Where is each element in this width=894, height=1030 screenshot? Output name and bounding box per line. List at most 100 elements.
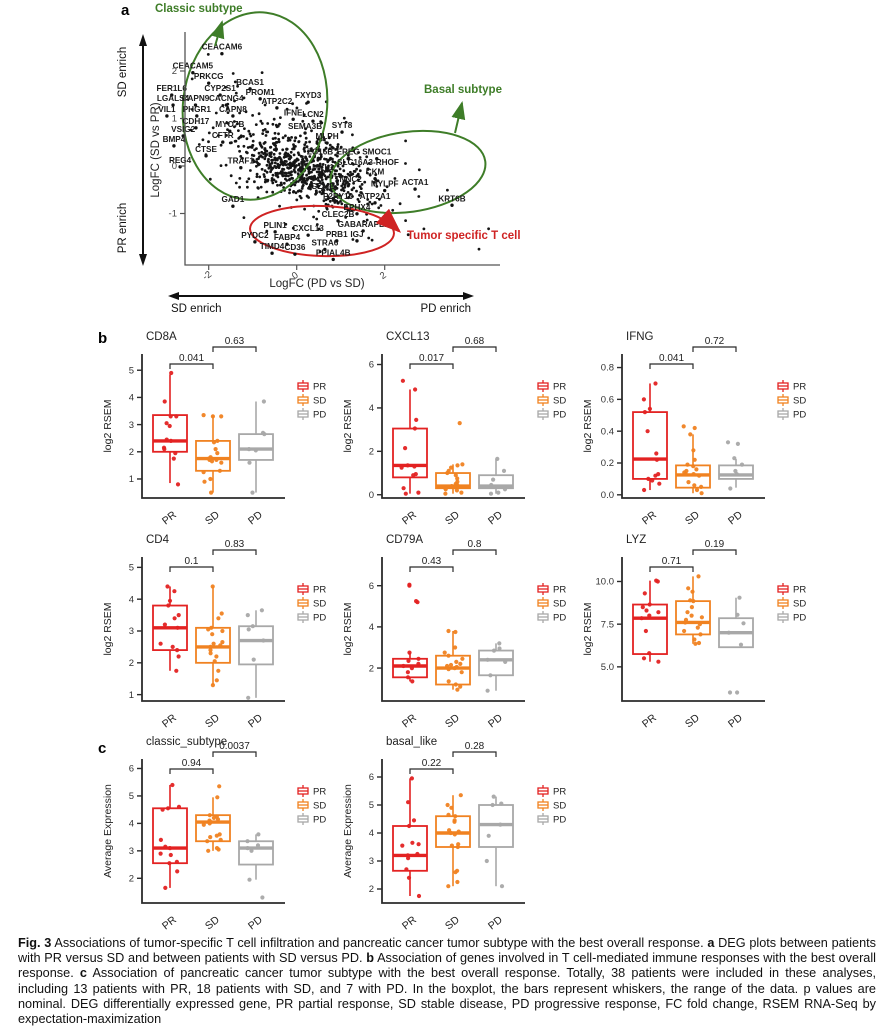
- svg-text:log2 RSEM: log2 RSEM: [582, 602, 594, 655]
- svg-text:FABP4: FABP4: [274, 233, 301, 242]
- svg-text:0.63: 0.63: [225, 336, 245, 347]
- svg-text:CAPN8: CAPN8: [219, 105, 247, 114]
- svg-text:2: 2: [129, 447, 134, 458]
- svg-text:0.2: 0.2: [601, 458, 614, 469]
- svg-text:PD: PD: [313, 613, 326, 624]
- svg-text:Tumor specific T cell: Tumor specific T cell: [407, 230, 521, 242]
- svg-text:BCAS1: BCAS1: [236, 78, 264, 87]
- boxplot-LYZ: LYZ 5.0 7.5 10.0 log2 RSEM PR SD PD 0.71 0.19 PR SD…: [582, 534, 806, 731]
- svg-text:SD enrich: SD enrich: [117, 47, 129, 98]
- svg-text:0.68: 0.68: [465, 336, 485, 347]
- svg-text:SD: SD: [313, 396, 326, 407]
- svg-text:SD: SD: [553, 599, 566, 610]
- svg-text:SD: SD: [553, 801, 566, 812]
- svg-text:PD: PD: [793, 410, 806, 421]
- panel-c-label: c: [98, 740, 107, 757]
- svg-text:TRAF1: TRAF1: [228, 157, 255, 166]
- svg-text:LYZ: LYZ: [626, 534, 646, 546]
- svg-text:ACTA1: ACTA1: [402, 178, 429, 187]
- svg-text:0.71: 0.71: [662, 556, 682, 567]
- svg-text:KRT6B: KRT6B: [438, 194, 465, 203]
- caption-text: Association of pancreatic cancer tumor s…: [18, 966, 877, 1027]
- svg-text:4: 4: [129, 393, 134, 404]
- svg-text:PR: PR: [793, 382, 806, 393]
- svg-text:7.5: 7.5: [601, 619, 614, 630]
- svg-text:TIMD4: TIMD4: [260, 242, 285, 251]
- svg-text:CFTR: CFTR: [212, 131, 234, 140]
- svg-text:0.83: 0.83: [225, 539, 245, 550]
- svg-text:PLIN1: PLIN1: [264, 221, 288, 230]
- caption-b-marker: b: [366, 951, 375, 966]
- svg-text:5: 5: [369, 800, 374, 811]
- svg-text:SD: SD: [683, 509, 702, 528]
- svg-text:FXYD3: FXYD3: [295, 91, 322, 100]
- svg-text:4: 4: [129, 594, 134, 605]
- svg-text:3: 3: [369, 856, 374, 867]
- svg-text:CXCL13: CXCL13: [292, 224, 324, 233]
- svg-text:2: 2: [129, 873, 134, 884]
- svg-text:1: 1: [129, 690, 134, 701]
- svg-text:Classic subtype: Classic subtype: [155, 3, 243, 15]
- svg-text:GABARAPL1: GABARAPL1: [338, 220, 389, 229]
- svg-text:log2 RSEM: log2 RSEM: [342, 399, 354, 452]
- svg-text:0.8: 0.8: [601, 363, 614, 374]
- svg-text:PR: PR: [313, 585, 326, 596]
- svg-text:SD enrich: SD enrich: [171, 303, 222, 315]
- svg-text:MYL1: MYL1: [312, 163, 334, 172]
- boxplot-CXCL13: CXCL13 0 2 4 6 log2 RSEM PR SD PD 0.017 0.68 PR SD PD: [342, 331, 566, 527]
- svg-text:PR: PR: [160, 509, 179, 528]
- svg-text:CD36: CD36: [284, 243, 305, 252]
- svg-text:PR: PR: [400, 914, 419, 933]
- svg-text:LGALS4: LGALS4: [157, 94, 190, 103]
- svg-text:CDH17: CDH17: [183, 117, 210, 126]
- svg-text:IFNE: IFNE: [284, 108, 303, 117]
- svg-text:PR: PR: [640, 712, 659, 731]
- svg-text:Basal subtype: Basal subtype: [424, 84, 502, 96]
- svg-text:-2: -2: [201, 269, 214, 283]
- svg-text:0: 0: [369, 490, 374, 501]
- svg-text:6: 6: [369, 772, 374, 783]
- svg-text:0.6: 0.6: [601, 395, 614, 406]
- svg-text:SD: SD: [793, 396, 806, 407]
- svg-text:basal_like: basal_like: [386, 736, 437, 748]
- svg-text:Average Expression: Average Expression: [342, 784, 354, 878]
- caption-a-marker: a: [707, 936, 715, 950]
- svg-text:PR: PR: [400, 712, 419, 731]
- svg-text:4: 4: [369, 622, 374, 633]
- svg-text:PR: PR: [160, 712, 179, 731]
- svg-text:PYDC2: PYDC2: [241, 231, 269, 240]
- svg-text:LogFC (PD vs SD): LogFC (PD vs SD): [269, 278, 364, 290]
- svg-text:2: 2: [369, 447, 374, 458]
- svg-text:PD: PD: [313, 815, 326, 826]
- svg-text:PR: PR: [313, 382, 326, 393]
- figure-caption: Fig. 3 Associations of tumor-specific T …: [18, 936, 876, 1027]
- svg-text:SD: SD: [203, 712, 222, 731]
- svg-text:3: 3: [129, 846, 134, 857]
- svg-text:SD: SD: [203, 914, 222, 933]
- svg-text:2: 2: [369, 884, 374, 895]
- svg-text:0.94: 0.94: [182, 758, 202, 769]
- svg-text:CYP2S1: CYP2S1: [204, 84, 236, 93]
- caption-fig-label: Fig. 3: [18, 936, 52, 950]
- caption-c-marker: c: [79, 966, 87, 981]
- svg-text:0.28: 0.28: [465, 741, 485, 752]
- svg-text:FER1L6: FER1L6: [156, 84, 187, 93]
- svg-text:PHGR1: PHGR1: [183, 105, 212, 114]
- svg-text:SD: SD: [553, 396, 566, 407]
- svg-text:4: 4: [129, 819, 134, 830]
- svg-text:log2 RSEM: log2 RSEM: [102, 602, 114, 655]
- svg-text:Average Expression: Average Expression: [102, 784, 114, 878]
- svg-text:SYT8: SYT8: [332, 121, 353, 130]
- svg-text:-1: -1: [169, 209, 177, 220]
- boxplot-classic_subtype: classic_subtype 2 3 4 5 6 Average Expression PR…: [102, 736, 326, 933]
- svg-text:PPIAL4B: PPIAL4B: [316, 248, 351, 257]
- svg-text:PD: PD: [246, 509, 265, 528]
- boxplot-CD8A: CD8A 1 2 3 4 5 log2 RSEM PR SD PD 0.041 0.63 PR SD PD: [102, 331, 326, 528]
- svg-text:0.43: 0.43: [422, 556, 442, 567]
- svg-text:PR: PR: [793, 585, 806, 596]
- svg-text:LogFC (SD vs PR): LogFC (SD vs PR): [150, 102, 162, 197]
- svg-text:IGJ: IGJ: [350, 230, 363, 239]
- svg-text:PROM1: PROM1: [246, 88, 276, 97]
- svg-text:PR enrich: PR enrich: [117, 203, 129, 254]
- svg-text:VSIG2: VSIG2: [171, 125, 196, 134]
